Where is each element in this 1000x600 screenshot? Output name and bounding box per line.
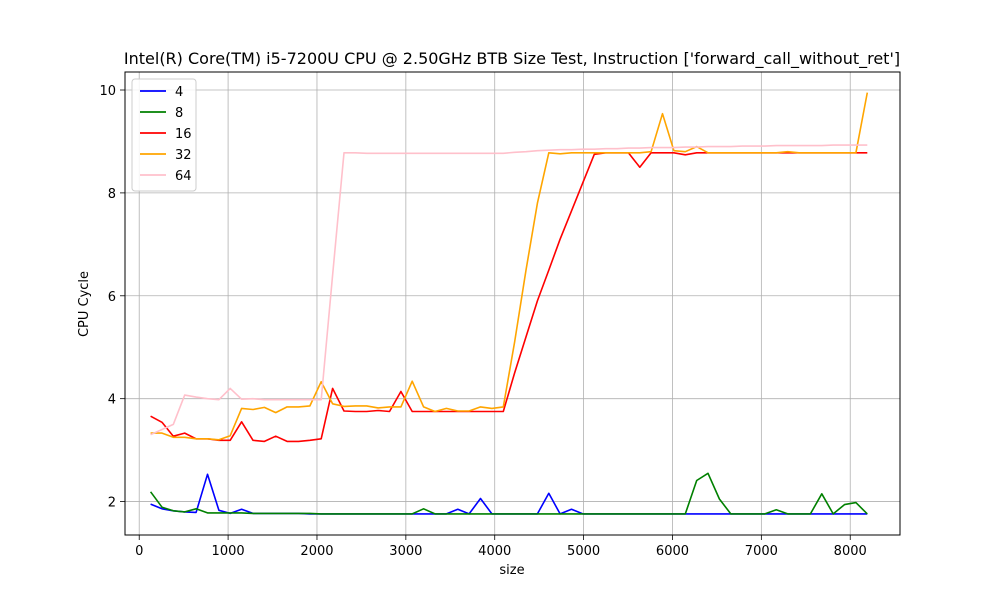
y-tick-label: 10 (99, 84, 116, 99)
x-axis-ticks: 0 1000 2000 3000 4000 5000 6000 7000 8000 (135, 535, 867, 559)
x-tick-label: 2000 (300, 544, 333, 559)
legend: 4 8 16 32 64 (131, 78, 197, 192)
series-line-4 (150, 473, 868, 515)
x-tick-label: 5000 (567, 544, 600, 559)
legend-box (131, 78, 197, 192)
y-tick-label: 6 (108, 290, 116, 305)
plot-frame (124, 71, 901, 536)
legend-label-4: 4 (175, 85, 183, 100)
legend-label-8: 8 (175, 106, 183, 121)
grid (125, 72, 900, 535)
x-tick-label: 1000 (212, 544, 245, 559)
legend-label-64: 64 (175, 169, 192, 184)
y-tick-label: 4 (108, 393, 116, 408)
x-tick-label: 6000 (656, 544, 689, 559)
y-axis-ticks: 2 4 6 8 10 (99, 84, 125, 511)
y-axis-label: CPU Cycle (77, 271, 92, 337)
chart-title: Intel(R) Core(TM) i5-7200U CPU @ 2.50GHz… (124, 49, 900, 69)
x-axis-label: size (499, 563, 524, 578)
y-tick-label: 2 (108, 496, 116, 511)
x-tick-label: 3000 (389, 544, 422, 559)
legend-label-32: 32 (175, 148, 192, 163)
series-line-64 (150, 144, 868, 436)
x-tick-label: 4000 (478, 544, 511, 559)
y-tick-label: 8 (108, 187, 116, 202)
legend-label-16: 16 (175, 127, 192, 142)
series-line-32 (150, 92, 869, 441)
plot-lines (149, 92, 869, 515)
x-tick-label: 8000 (834, 544, 867, 559)
x-tick-label: 7000 (745, 544, 778, 559)
series-line-16 (150, 152, 868, 443)
series-line-8 (149, 472, 868, 515)
x-tick-label: 0 (135, 544, 143, 559)
